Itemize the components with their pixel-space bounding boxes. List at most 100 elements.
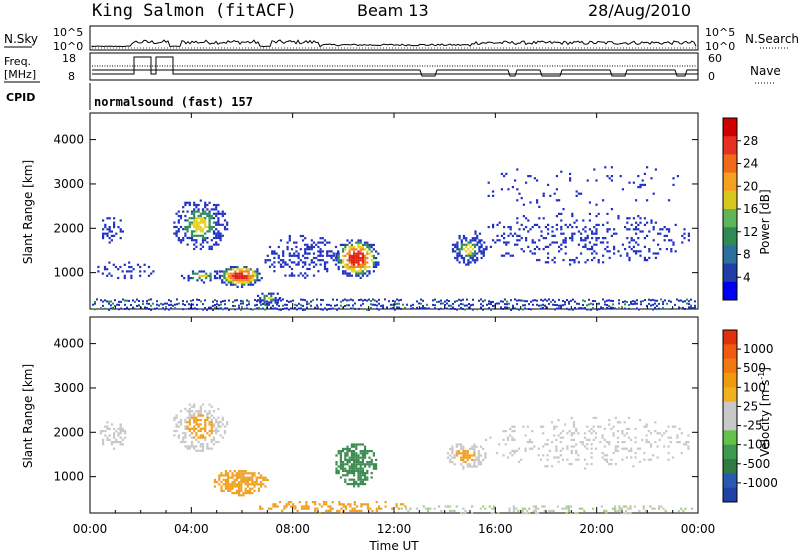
power-echo-cell bbox=[593, 168, 596, 171]
velocity-echo-cell bbox=[274, 505, 277, 508]
velocity-echo-cell bbox=[224, 470, 227, 473]
power-echo-cell bbox=[359, 270, 362, 273]
power-ylabel: Slant Range [km] bbox=[21, 160, 35, 264]
power-echo-cell bbox=[332, 252, 335, 255]
power-echo-cell bbox=[584, 245, 587, 248]
power-echo-cell bbox=[582, 245, 585, 248]
velocity-echo-cell bbox=[238, 494, 241, 497]
power-echo-cell bbox=[225, 272, 228, 275]
power-echo-cell bbox=[372, 261, 375, 264]
power-echo-cell bbox=[595, 239, 598, 242]
power-ground-scatter bbox=[464, 308, 466, 311]
velocity-echo-cell bbox=[316, 507, 319, 510]
velocity-echo-cell bbox=[102, 438, 105, 441]
velocity-echo-cell bbox=[242, 492, 245, 495]
power-ground-scatter bbox=[182, 300, 184, 303]
velocity-echo-cell bbox=[550, 441, 554, 444]
velocity-echo-cell bbox=[201, 427, 205, 430]
power-echo-cell bbox=[197, 203, 200, 207]
nave-trace bbox=[92, 69, 698, 77]
power-ground-scatter bbox=[506, 300, 508, 303]
power-echo-cell bbox=[500, 234, 503, 237]
velocity-echo-cell bbox=[235, 483, 238, 486]
power-echo-cell bbox=[173, 221, 176, 224]
velocity-echo-cell bbox=[654, 430, 657, 433]
power-echo-cell bbox=[335, 259, 338, 262]
velocity-echo-cell bbox=[238, 483, 241, 486]
velocity-echo-cell bbox=[227, 476, 230, 479]
power-ground-scatter bbox=[488, 307, 490, 310]
power-echo-cell bbox=[223, 225, 227, 229]
power-echo-cell bbox=[588, 212, 591, 215]
velocity-echo-cell bbox=[517, 460, 521, 463]
velocity-echo-cell bbox=[224, 478, 227, 481]
power-echo-cell bbox=[200, 274, 203, 277]
velocity-echo-cell bbox=[605, 441, 609, 444]
velocity-echo-cell bbox=[210, 414, 213, 417]
power-echo-cell bbox=[527, 245, 530, 248]
power-echo-cell bbox=[221, 279, 224, 282]
power-echo-cell bbox=[312, 261, 316, 264]
power-echo-cell bbox=[516, 239, 519, 242]
colorbar-tick-label: 12 bbox=[743, 225, 758, 239]
velocity-ylabel: Slant Range [km] bbox=[21, 364, 35, 468]
velocity-echo-cell bbox=[175, 423, 178, 426]
power-ground-scatter bbox=[128, 299, 130, 302]
velocity-echo-cell bbox=[557, 419, 560, 422]
power-ground-scatter bbox=[666, 302, 668, 305]
power-echo-cell bbox=[212, 225, 216, 229]
power-echo-cell bbox=[272, 299, 275, 302]
velocity-echo-cell bbox=[627, 449, 631, 452]
power-echo-cell bbox=[217, 232, 220, 235]
velocity-echo-cell bbox=[468, 465, 472, 468]
power-echo-cell bbox=[184, 225, 187, 229]
power-echo-cell bbox=[310, 259, 313, 262]
power-ground-scatter bbox=[382, 306, 384, 309]
power-echo-cell bbox=[317, 245, 320, 249]
power-ground-scatter bbox=[608, 307, 610, 310]
power-ground-scatter bbox=[176, 303, 178, 306]
velocity-echo-cell bbox=[599, 425, 602, 428]
power-echo-cell bbox=[580, 252, 583, 255]
velocity-echo-cell bbox=[359, 474, 362, 477]
velocity-echo-cell bbox=[466, 465, 469, 468]
cpid-label: CPID bbox=[6, 91, 35, 104]
power-echo-cell bbox=[366, 257, 369, 260]
velocity-echo-cell bbox=[355, 483, 358, 486]
power-ground-scatter bbox=[486, 303, 488, 306]
power-echo-cell bbox=[103, 268, 107, 271]
power-echo-cell bbox=[249, 281, 252, 284]
velocity-echo-cell bbox=[506, 456, 510, 459]
velocity-echo-cell bbox=[677, 509, 680, 512]
power-echo-cell bbox=[456, 241, 459, 244]
power-echo-cell bbox=[223, 219, 227, 222]
velocity-echo-cell bbox=[233, 478, 236, 481]
power-echo-cell bbox=[350, 257, 353, 260]
velocity-echo-cell bbox=[512, 507, 515, 510]
velocity-echo-cell bbox=[195, 416, 198, 419]
power-ground-scatter bbox=[372, 303, 374, 306]
power-echo-cell bbox=[560, 248, 563, 251]
velocity-echo-cell bbox=[528, 507, 531, 510]
velocity-echo-cell bbox=[253, 485, 256, 488]
power-ground-scatter bbox=[400, 307, 402, 310]
power-echo-cell bbox=[584, 230, 587, 233]
velocity-echo-cell bbox=[511, 449, 514, 452]
power-echo-cell bbox=[179, 241, 183, 244]
velocity-echo-cell bbox=[654, 441, 657, 444]
noise-tick-low: 10^0 bbox=[53, 40, 83, 53]
power-ground-scatter bbox=[306, 303, 308, 306]
velocity-echo-cell bbox=[199, 445, 202, 448]
velocity-echo-cell bbox=[633, 505, 636, 508]
x-tick-label: 00:00 bbox=[73, 522, 108, 536]
power-echo-cell bbox=[522, 215, 525, 218]
velocity-echo-cell bbox=[682, 509, 685, 512]
power-echo-cell bbox=[657, 232, 660, 235]
power-ground-scatter bbox=[612, 303, 614, 306]
power-ground-scatter bbox=[484, 299, 486, 302]
power-echo-cell bbox=[458, 248, 461, 251]
velocity-echo-cell bbox=[359, 480, 362, 483]
power-echo-cell bbox=[208, 228, 211, 231]
power-echo-cell bbox=[295, 263, 298, 266]
power-echo-cell bbox=[326, 252, 329, 255]
